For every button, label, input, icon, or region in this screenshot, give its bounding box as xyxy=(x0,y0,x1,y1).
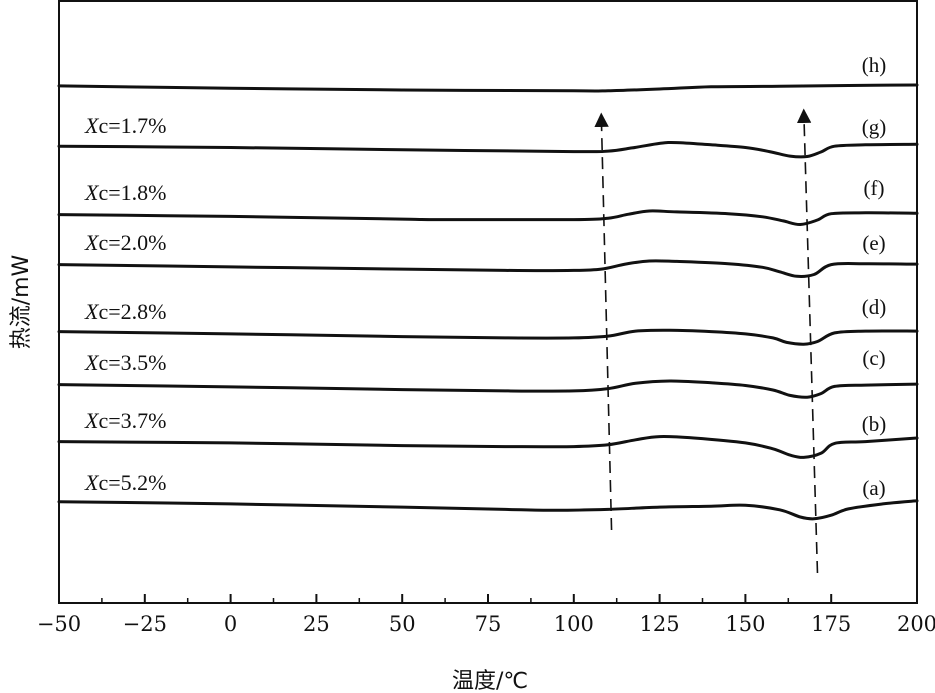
melting-arrow xyxy=(796,108,819,574)
x-axis-title: 温度/℃ xyxy=(452,669,528,693)
x-tick-label: 25 xyxy=(303,612,330,636)
crystallinity-label: Xc=2.0% xyxy=(84,230,166,255)
crystallinity-label: Xc=1.7% xyxy=(84,113,166,138)
curve-tag: (f) xyxy=(864,176,885,200)
curve-tag: (h) xyxy=(862,53,887,77)
curve-tag: (g) xyxy=(862,115,887,139)
x-tick-label: 200 xyxy=(897,612,935,636)
dsc-curve-b xyxy=(57,435,919,459)
curve-tag: (c) xyxy=(862,346,885,370)
crystallinity-label: Xc=3.7% xyxy=(84,408,166,433)
curve-tag: (a) xyxy=(862,476,885,500)
dsc-curve-c xyxy=(57,379,919,399)
dsc-curve-g xyxy=(57,140,919,159)
curve-tag: (b) xyxy=(862,412,887,436)
crystallinity-label: Xc=3.5% xyxy=(84,350,166,375)
dsc-curve-d xyxy=(57,328,919,346)
x-tick-label: −25 xyxy=(123,612,167,636)
y-axis-title: 热流/mW xyxy=(9,254,34,349)
curve-tag: (d) xyxy=(862,295,887,319)
crystallization-arrow xyxy=(594,112,613,531)
x-axis-ticks: −50 −25 0 25 50 75 100 125 150 175 200 xyxy=(37,594,935,636)
x-tick-label: 0 xyxy=(224,612,237,636)
x-tick-label: 100 xyxy=(554,612,594,636)
x-tick-label: 50 xyxy=(389,612,416,636)
x-tick-label: 75 xyxy=(475,612,502,636)
curve-tag: (e) xyxy=(862,231,885,255)
dsc-curve-f xyxy=(57,209,919,227)
dsc-curve-h xyxy=(57,83,919,93)
x-tick-label: 150 xyxy=(725,612,765,636)
dsc-curve-a xyxy=(57,499,919,521)
crystallinity-label: Xc=1.8% xyxy=(84,180,166,205)
curve-labels: (a) Xc=5.2% (b) Xc=3.7% (c) Xc=3.5% (d) Xc=2.8%… xyxy=(84,53,886,500)
temperature-arrows xyxy=(594,108,819,574)
x-tick-label: 175 xyxy=(811,612,851,636)
crystallinity-label: Xc=2.8% xyxy=(84,299,166,324)
dsc-curves xyxy=(57,83,919,521)
crystallinity-label: Xc=5.2% xyxy=(84,470,166,495)
dsc-curve-e xyxy=(57,259,919,278)
x-tick-label: −50 xyxy=(37,612,81,636)
x-tick-label: 125 xyxy=(640,612,680,636)
